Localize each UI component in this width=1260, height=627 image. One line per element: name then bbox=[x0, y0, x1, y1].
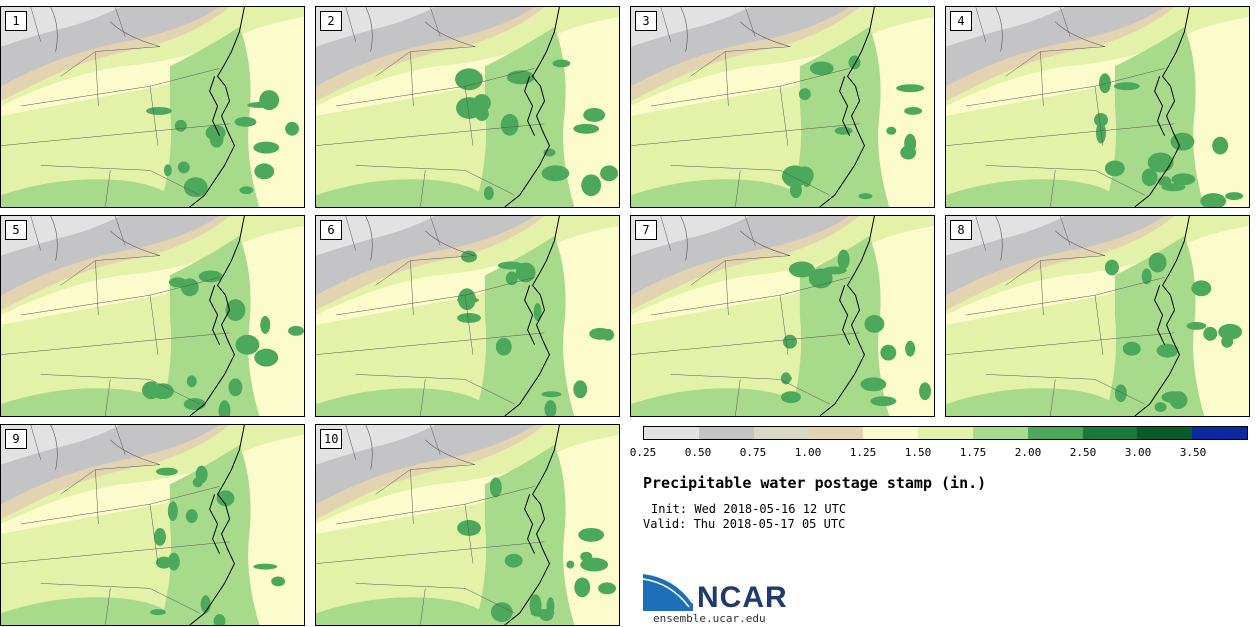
colorbar-tick-label: 0.75 bbox=[739, 446, 767, 459]
colorbar-swatch bbox=[1137, 427, 1193, 439]
map-panel-8: 8 bbox=[945, 215, 1250, 417]
panel-number-label: 5 bbox=[5, 220, 27, 240]
precipitable-water-map bbox=[316, 425, 619, 625]
panel-number-label: 4 bbox=[950, 11, 972, 31]
colorbar-swatch bbox=[972, 427, 1028, 439]
ncar-logo-text: NCAR bbox=[697, 581, 788, 614]
precipitable-water-map bbox=[631, 7, 934, 207]
precipitable-water-map bbox=[316, 216, 619, 416]
map-panel-3: 3 bbox=[630, 6, 935, 208]
colorbar-swatch bbox=[644, 427, 699, 439]
panel-number-label: 1 bbox=[5, 11, 27, 31]
precipitable-water-map bbox=[316, 7, 619, 207]
colorbar-tick-label: 1.50 bbox=[904, 446, 932, 459]
colorbar-tick-label: 0.25 bbox=[629, 446, 657, 459]
init-time: Init: Wed 2018-05-16 12 UTC bbox=[651, 502, 847, 516]
ncar-logo-icon bbox=[643, 572, 694, 611]
colorbar-tick-label: 1.75 bbox=[959, 446, 987, 459]
map-panel-7: 7 bbox=[630, 215, 935, 417]
panel-number-label: 10 bbox=[320, 429, 343, 449]
map-panel-6: 6 bbox=[315, 215, 620, 417]
colorbar-labels: 0.25 0.50 0.75 1.00 1.25 1.50 1.75 2.00 2.50 3.00… bbox=[630, 446, 1248, 460]
colorbar-swatch bbox=[918, 427, 973, 439]
precipitable-water-map bbox=[1, 216, 304, 416]
map-panel-5: 5 bbox=[0, 215, 305, 417]
colorbar-tick-label: 1.25 bbox=[849, 446, 877, 459]
precipitable-water-map bbox=[1, 7, 304, 207]
colorbar-tick-label: 3.00 bbox=[1124, 446, 1152, 459]
colorbar-tick-label: 2.00 bbox=[1014, 446, 1042, 459]
colorbar-tick-label: 3.50 bbox=[1179, 446, 1207, 459]
precipitable-water-map bbox=[1, 425, 304, 625]
map-panel-10: 10 bbox=[315, 424, 620, 626]
website-url[interactable]: ensemble.ucar.edu bbox=[653, 612, 766, 625]
colorbar-swatch bbox=[753, 427, 809, 439]
map-panel-9: 9 bbox=[0, 424, 305, 626]
colorbar-tick-label: 2.50 bbox=[1069, 446, 1097, 459]
panel-number-label: 3 bbox=[635, 11, 657, 31]
colorbar-swatch bbox=[1082, 427, 1138, 439]
colorbar bbox=[643, 426, 1248, 440]
panel-number-label: 8 bbox=[950, 220, 972, 240]
colorbar-tick-label: 0.50 bbox=[684, 446, 712, 459]
precipitable-water-map bbox=[946, 216, 1249, 416]
panel-number-label: 7 bbox=[635, 220, 657, 240]
colorbar-tick-label: 1.00 bbox=[794, 446, 822, 459]
map-panel-2: 2 bbox=[315, 6, 620, 208]
valid-time: Valid: Thu 2018-05-17 05 UTC bbox=[643, 517, 846, 531]
panel-number-label: 2 bbox=[320, 11, 342, 31]
colorbar-swatch bbox=[698, 427, 754, 439]
colorbar-swatch bbox=[863, 427, 919, 439]
colorbar-swatch bbox=[808, 427, 864, 439]
colorbar-swatch bbox=[1192, 427, 1247, 439]
map-panel-1: 1 bbox=[0, 6, 305, 208]
precipitable-water-map bbox=[946, 7, 1249, 207]
panel-number-label: 9 bbox=[5, 429, 27, 449]
colorbar-swatch bbox=[1027, 427, 1083, 439]
chart-title: Precipitable water postage stamp (in.) bbox=[643, 474, 987, 492]
map-panel-4: 4 bbox=[945, 6, 1250, 208]
precipitable-water-map bbox=[631, 216, 934, 416]
panel-number-label: 6 bbox=[320, 220, 342, 240]
